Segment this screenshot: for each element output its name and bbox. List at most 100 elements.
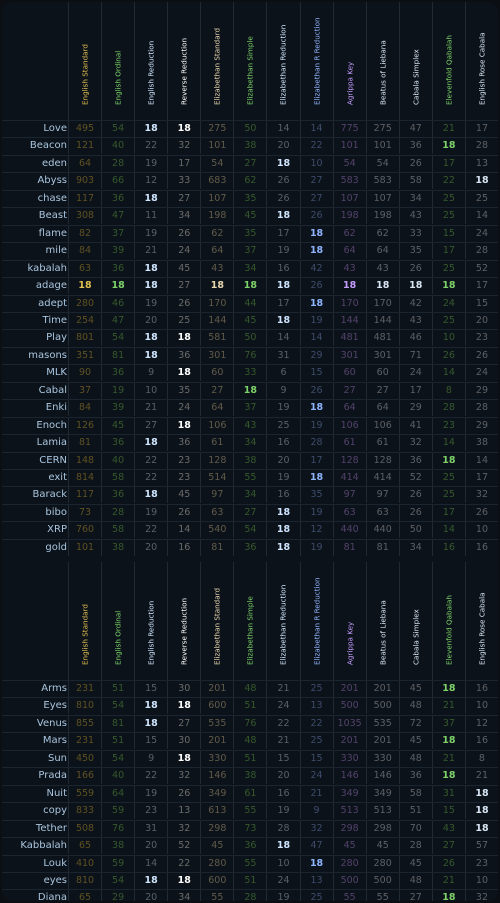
cell-value: 26 <box>167 785 200 802</box>
row-word: Nuit <box>46 787 67 799</box>
cell-value: 25 <box>167 312 200 329</box>
cell-value: 27 <box>200 382 233 399</box>
cell-value: 38 <box>233 768 266 785</box>
cell-value: 12 <box>464 715 498 732</box>
cell-value: 18 <box>200 278 233 295</box>
cell-value: 540 <box>200 522 233 539</box>
cell-value: 21 <box>431 121 465 137</box>
cell-value: 18 <box>167 872 200 889</box>
cell-value: 22 <box>299 715 333 732</box>
cell-value: 20 <box>266 768 299 785</box>
cell-value: 61 <box>200 435 233 452</box>
table-row: Barack 117 36 18 45 97 34 16 35 97 97 26 25 32 <box>2 486 498 504</box>
cell-value: 58 <box>101 470 134 486</box>
cell-value: 18 <box>134 347 167 364</box>
cell-value: 18 <box>431 768 465 785</box>
cell-value: 54 <box>101 750 134 767</box>
cell-value: 18 <box>134 330 167 347</box>
cell-value: 42 <box>299 260 333 277</box>
cell-value: 903 <box>68 173 101 190</box>
table-row: Tether 508 76 31 32 298 73 28 32 298 298 70 43 18 <box>2 819 498 838</box>
column-header: Elizabethan R Reduction <box>299 562 333 680</box>
cell-value: 54 <box>101 698 134 715</box>
cell-value: 450 <box>68 750 101 767</box>
cell-value: 21 <box>431 750 465 767</box>
cell-value: 26 <box>464 347 498 364</box>
cell-value: 61 <box>233 785 266 802</box>
cell-value: 84 <box>68 243 101 260</box>
cell-value: 43 <box>365 260 399 277</box>
row-word: CERN <box>39 454 67 466</box>
column-header-label: English Reduction <box>146 40 156 105</box>
cell-value: 18 <box>299 470 333 486</box>
cell-value: 47 <box>101 312 134 329</box>
cell-value: 514 <box>200 470 233 486</box>
cell-value: 10 <box>266 855 299 872</box>
cell-value: 25 <box>431 312 465 329</box>
cell-value: 42 <box>398 295 432 312</box>
cell-value: 10 <box>464 872 498 889</box>
cell-value: 40 <box>101 138 134 155</box>
cell-value: 170 <box>200 295 233 312</box>
cell-value: 55 <box>200 890 233 901</box>
cell-value: 81 <box>332 539 366 556</box>
cell-value: 54 <box>233 522 266 539</box>
cell-value: 24 <box>398 365 432 382</box>
cell-value: 18 <box>431 278 465 295</box>
cell-value: 107 <box>332 190 366 207</box>
cell-value: 24 <box>167 400 200 417</box>
cell-value: 76 <box>101 820 134 837</box>
cell-value: 14 <box>134 855 167 872</box>
cell-value: 21 <box>299 785 333 802</box>
column-header-label: Beatus of Liebana <box>378 600 388 665</box>
cell-value: 43 <box>398 208 432 225</box>
cell-value: 23 <box>167 470 200 486</box>
table-row: gold 101 38 20 16 81 36 18 19 81 81 34 16 16 <box>2 538 498 557</box>
cell-value: 31 <box>431 785 465 802</box>
cell-value: 170 <box>332 295 366 312</box>
cell-value: 613 <box>200 803 233 820</box>
cell-value: 28 <box>233 890 266 901</box>
cell-value: 25 <box>464 190 498 207</box>
column-header-label: Agrippa Key <box>345 621 355 665</box>
cell-value: 18 <box>431 138 465 155</box>
cell-value: 62 <box>200 225 233 242</box>
table-row: exit 814 58 22 23 514 55 19 18 414 414 52 25 17 <box>2 469 498 487</box>
row-word: MLK <box>46 367 67 379</box>
cell-value: 54 <box>332 155 366 172</box>
cell-value: 24 <box>299 768 333 785</box>
cell-value: 37 <box>431 715 465 732</box>
cell-value: 25 <box>266 417 299 434</box>
cell-value: 70 <box>398 820 432 837</box>
cell-value: 106 <box>365 417 399 434</box>
cell-value: 19 <box>134 225 167 242</box>
cell-value: 18 <box>167 417 200 434</box>
cell-value: 18 <box>134 487 167 504</box>
cell-value: 30 <box>167 733 200 750</box>
cell-value: 18 <box>167 365 200 382</box>
table-row: Louk 410 59 14 22 280 55 10 18 280 280 45 26 23 <box>2 854 498 873</box>
cell-value: 31 <box>134 820 167 837</box>
cell-value: 583 <box>332 173 366 190</box>
cell-value: 201 <box>200 681 233 697</box>
cell-value: 18 <box>431 733 465 750</box>
cell-value: 54 <box>365 155 399 172</box>
cell-value: 51 <box>233 750 266 767</box>
cell-value: 10 <box>464 522 498 539</box>
cell-value: 55 <box>233 855 266 872</box>
cell-value: 27 <box>398 890 432 901</box>
cell-value: 29 <box>398 400 432 417</box>
cell-value: 170 <box>365 295 399 312</box>
cell-value: 21 <box>134 243 167 260</box>
cell-value: 18 <box>299 855 333 872</box>
table-row: MLK 90 36 9 18 60 33 6 15 60 60 24 14 24 <box>2 364 498 382</box>
cell-value: 18 <box>134 435 167 452</box>
cell-value: 513 <box>332 803 366 820</box>
cell-value: 20 <box>266 138 299 155</box>
cell-value: 63 <box>200 504 233 521</box>
column-header-label: Agrippa Key <box>345 61 355 105</box>
cell-value: 535 <box>200 715 233 732</box>
cell-value: 231 <box>68 733 101 750</box>
cell-value: 27 <box>134 417 167 434</box>
cell-value: 16 <box>266 487 299 504</box>
